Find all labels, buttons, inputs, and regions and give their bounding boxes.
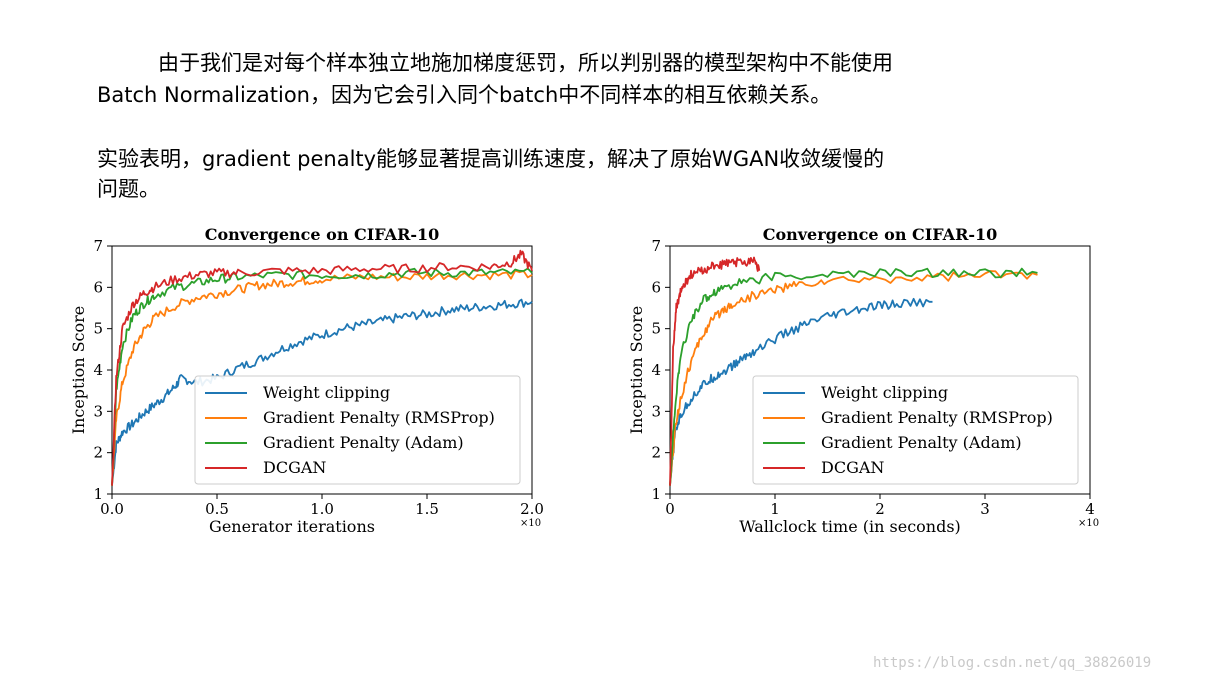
legend-label-gradient-penalty-adam: Gradient Penalty (Adam) [263, 433, 464, 452]
series-line-gradient-penalty-rmsprop [111, 269, 533, 486]
series-line-weight-clipping [669, 297, 933, 486]
y-tick-label: 2 [93, 444, 103, 462]
x-tick-label: 1.0 [310, 500, 334, 518]
y-tick-label: 5 [93, 320, 103, 338]
y-tick-label: 7 [93, 237, 103, 255]
y-tick-label: 5 [651, 320, 661, 338]
x-tick-label: 2.0 [520, 500, 544, 518]
y-tick-label: 6 [651, 278, 661, 296]
y-tick-label: 4 [651, 361, 661, 379]
x-tick-label: 0.5 [205, 500, 229, 518]
legend-label-dcgan: DCGAN [263, 458, 326, 477]
x-tick-label: 1.5 [415, 500, 439, 518]
chart-wallclock-time: Convergence on CIFAR-100 1 2 3 41234567×10Wa… [627, 225, 1099, 536]
y-tick-label: 4 [93, 361, 103, 379]
y-axis-label: Inception Score [69, 306, 88, 435]
x-tick-label: 0 [665, 500, 675, 518]
legend-label-weight-clipping: Weight clipping [263, 383, 390, 402]
legend-label-gradient-penalty-rmsprop: Gradient Penalty (RMSProp) [263, 408, 495, 427]
x-multiplier: ×10 [1078, 518, 1099, 529]
x-tick-label: 0.0 [100, 500, 124, 518]
legend-label-dcgan: DCGAN [821, 458, 884, 477]
paragraph-2-line-1: 实验表明，gradient penalty能够显著提高训练速度，解决了原始WGA… [97, 147, 885, 171]
y-tick-label: 3 [93, 402, 103, 420]
x-axis-label: Wallclock time (in seconds) [739, 517, 961, 536]
x-tick-label: 4 [1085, 500, 1095, 518]
legend-label-gradient-penalty-adam: Gradient Penalty (Adam) [821, 433, 1022, 452]
x-axis-label: Generator iterations [209, 517, 375, 536]
x-tick-label: 2 [875, 500, 885, 518]
legend-label-weight-clipping: Weight clipping [821, 383, 948, 402]
x-tick-label: 3 [980, 500, 990, 518]
legend-box [752, 375, 1079, 485]
watermark: https://blog.csdn.net/qq_38826019 [873, 655, 1152, 671]
legend-box [194, 375, 521, 485]
chart-title: Convergence on CIFAR-10 [763, 225, 998, 244]
series-line-gradient-penalty-adam [111, 267, 533, 486]
y-tick-label: 7 [651, 237, 661, 255]
chart-generator-iterations: Convergence on CIFAR-10 0.0 0.5 1.0 1.5 2.0 1 2… [69, 225, 544, 536]
paragraph-1-line-2: Batch Normalization，因为它会引入同个batch中不同样本的相… [97, 83, 832, 107]
x-tick-label: 1 [770, 500, 780, 518]
x-multiplier: ×10 [520, 518, 541, 529]
series-line-dcgan [669, 256, 761, 486]
y-tick-label: 6 [93, 278, 103, 296]
legend-label-gradient-penalty-rmsprop: Gradient Penalty (RMSProp) [821, 408, 1053, 427]
series-line-gradient-penalty-rmsprop [669, 270, 1038, 486]
y-tick-label: 1 [651, 485, 661, 503]
paragraph-1-line-1: 由于我们是对每个样本独立地施加梯度惩罚，所以判别器的模型架构中不能使用 [158, 51, 893, 75]
y-tick-label: 1 [93, 485, 103, 503]
y-tick-label: 3 [651, 402, 661, 420]
paragraph-2-line-2: 问题。 [97, 177, 160, 201]
y-tick-label: 2 [651, 444, 661, 462]
series-line-weight-clipping [111, 298, 533, 486]
series-line-gradient-penalty-adam [669, 267, 1038, 486]
y-axis-label: Inception Score [627, 306, 646, 435]
series-line-dcgan [111, 249, 533, 486]
chart-title: Convergence on CIFAR-10 [205, 225, 440, 244]
